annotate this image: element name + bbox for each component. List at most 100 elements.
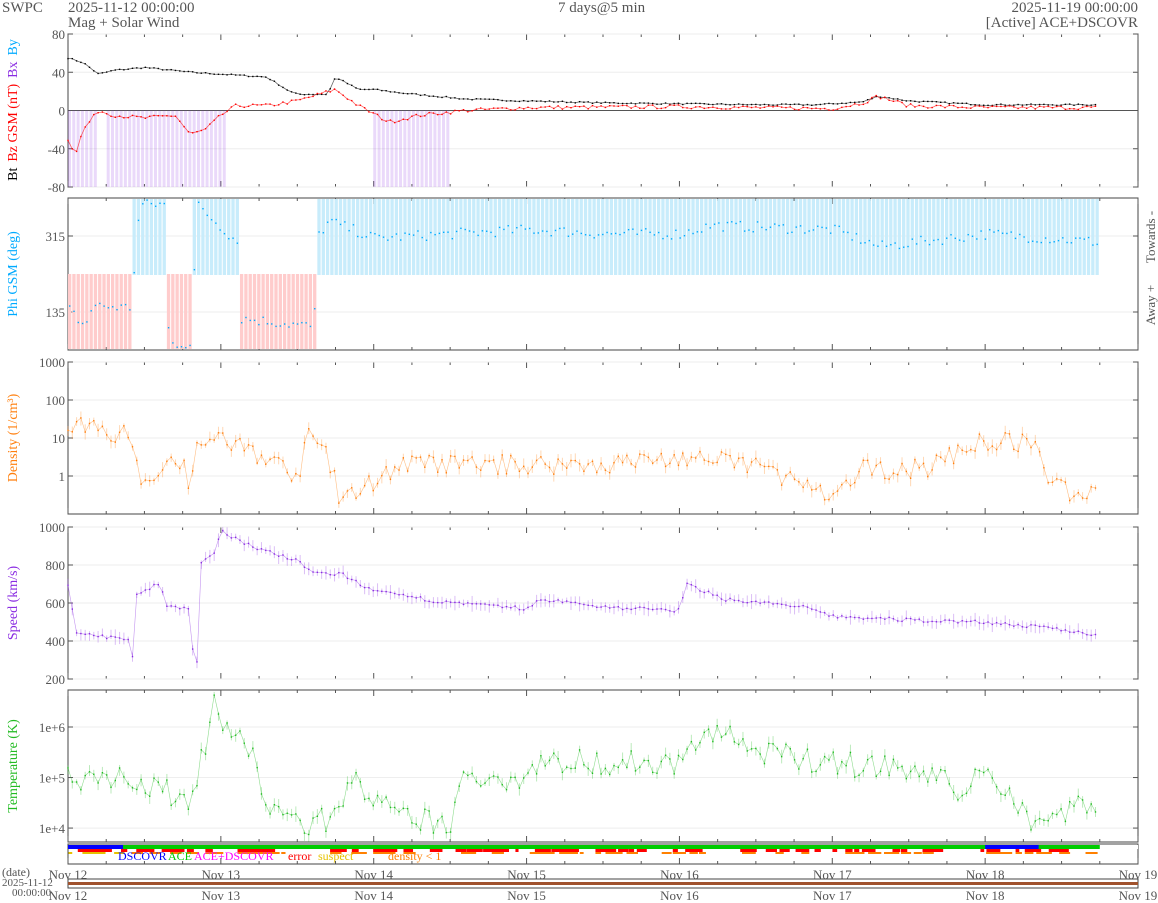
error-flag	[746, 849, 751, 852]
towards-shading	[575, 199, 579, 275]
bz-south-shading	[399, 110, 403, 187]
towards-shading	[927, 199, 932, 275]
phi-point	[202, 208, 204, 210]
phi-point	[915, 243, 918, 245]
towards-shading	[338, 199, 343, 275]
phi-point	[954, 237, 957, 240]
legend-ace-dscovr: ACE+DSCOVR	[194, 849, 273, 863]
away-shading	[85, 274, 89, 349]
density-flag	[534, 852, 544, 854]
towards-shading	[515, 199, 519, 275]
phi-point	[666, 235, 668, 237]
phi-point	[619, 233, 621, 236]
phi-point	[786, 232, 789, 234]
bz-south-shading	[442, 110, 446, 187]
y-tick-label: -40	[48, 142, 65, 157]
phi-point	[872, 244, 875, 246]
phi-point	[215, 222, 217, 224]
y-tick-label: 1e+4	[39, 821, 66, 836]
phi-point	[486, 230, 488, 232]
towards-shading	[644, 199, 648, 275]
phi-point	[369, 231, 372, 234]
source-ace	[68, 845, 1138, 849]
y-tick-label: 400	[46, 634, 66, 649]
error-flag	[861, 849, 871, 852]
towards-shading	[592, 199, 596, 275]
towards-shading	[738, 199, 742, 275]
phi-point	[602, 233, 604, 236]
phi-point	[365, 236, 368, 238]
density-flag	[403, 852, 416, 854]
phi-point	[679, 237, 681, 239]
phi-point	[434, 233, 436, 236]
phi-point	[980, 230, 982, 232]
bz-south-shading	[411, 110, 415, 187]
y-tick-label: 315	[46, 229, 66, 244]
bz-south-shading	[89, 110, 93, 187]
phi-point	[748, 229, 750, 231]
phi-point	[1010, 231, 1012, 233]
density-flag	[661, 852, 672, 854]
phi-point	[657, 231, 660, 234]
towards-shading	[454, 199, 459, 275]
phi-point	[443, 231, 445, 234]
error-flag	[161, 849, 173, 852]
away-shading	[119, 274, 123, 349]
phi-point	[890, 244, 892, 246]
towards-shading	[988, 199, 992, 275]
error-flag	[490, 849, 503, 852]
towards-shading	[859, 199, 863, 275]
towards-shading	[932, 199, 936, 275]
density-flag	[902, 852, 908, 854]
towards-shading	[497, 199, 502, 275]
towards-shading	[884, 199, 889, 275]
bz-south-shading	[407, 110, 411, 187]
phi-point	[537, 232, 540, 234]
away-shading	[68, 274, 72, 349]
phi-point	[292, 322, 294, 324]
towards-shading	[1073, 199, 1078, 275]
towards-shading	[631, 199, 635, 275]
y-tick-label: 40	[52, 65, 65, 80]
towards-shading	[734, 199, 738, 275]
legend-dscovr: DSCOVR	[118, 849, 167, 863]
towards-shading	[923, 199, 927, 275]
towards-shading	[1048, 199, 1052, 275]
phi-point	[778, 224, 780, 227]
bz-south-shading	[123, 110, 127, 187]
towards-shading	[222, 199, 227, 275]
towards-shading	[407, 199, 411, 275]
towards-shading	[983, 199, 988, 275]
away-shading	[106, 274, 110, 349]
phi-point	[176, 346, 178, 348]
phi-point	[1057, 239, 1060, 242]
density-flag	[383, 852, 390, 854]
density-flag	[1085, 852, 1098, 854]
span-label: 7 days@5 min	[558, 0, 646, 16]
phi-point	[971, 235, 974, 237]
subtitle: Mag + Solar Wind	[68, 15, 180, 31]
towards-shading	[962, 199, 966, 275]
phi-point	[645, 228, 647, 230]
bz-south-shading	[209, 110, 213, 187]
phi-point	[322, 232, 325, 234]
bz-south-shading	[115, 110, 119, 187]
phi-point	[271, 323, 273, 325]
towards-shading	[437, 199, 442, 275]
phi-point	[73, 310, 75, 313]
x-tick-label: Nov 14	[354, 867, 393, 882]
phi-point	[907, 245, 909, 248]
away-shading	[252, 274, 257, 349]
phi-point	[911, 238, 914, 240]
phi-point	[395, 233, 398, 235]
towards-shading	[803, 199, 807, 275]
x-tick-label: Nov 17	[813, 867, 852, 882]
error-flag	[1059, 849, 1068, 852]
phi-point	[421, 236, 423, 239]
towards-shading	[755, 199, 760, 275]
x-tick-label: Nov 16	[660, 867, 699, 882]
phi-point	[1044, 237, 1047, 239]
towards-shading	[717, 199, 721, 275]
y-tick-label: 10	[52, 431, 65, 446]
phi-point	[950, 234, 952, 236]
